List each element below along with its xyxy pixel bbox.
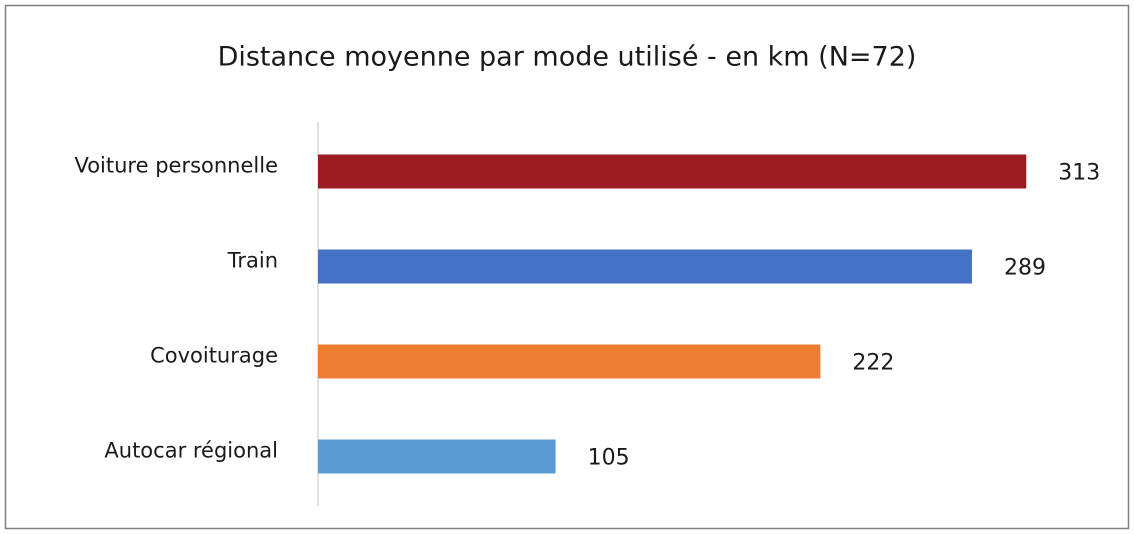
category-label: Train: [227, 249, 278, 273]
category-label: Voiture personnelle: [74, 154, 278, 178]
bar: [318, 344, 821, 379]
data-label: 105: [588, 446, 630, 471]
data-label: 313: [1058, 161, 1100, 186]
bar: [318, 249, 972, 284]
category-label: Autocar régional: [104, 439, 278, 463]
chart-title: Distance moyenne par mode utilisé - en k…: [218, 42, 917, 73]
bar: [318, 154, 1027, 189]
data-label: 289: [1004, 256, 1046, 281]
data-label: 222: [852, 351, 894, 376]
bar: [318, 439, 556, 474]
category-label: Covoiturage: [150, 344, 278, 368]
